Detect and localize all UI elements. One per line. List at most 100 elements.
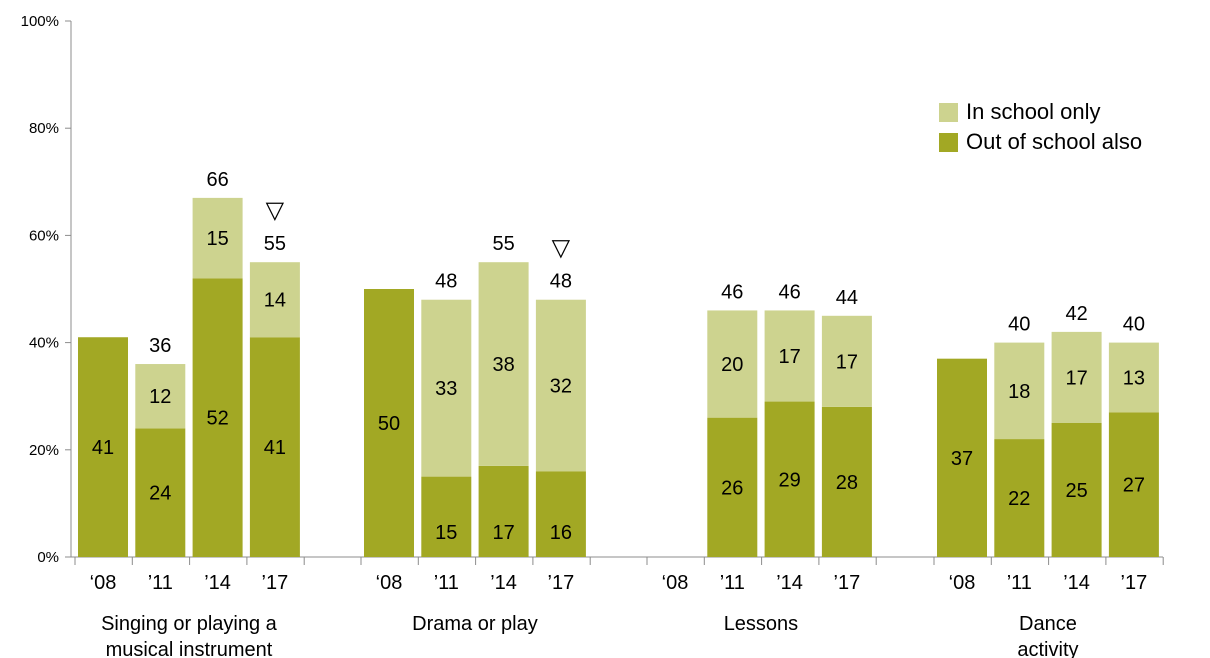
x-tick-label-year: ’14 xyxy=(1063,572,1090,594)
x-tick-label-year: ’11 xyxy=(434,572,459,594)
bar-in-school-only xyxy=(249,262,300,338)
data-label-in-school-only: 18 xyxy=(1008,381,1030,403)
x-tick-label-year: ’11 xyxy=(720,572,745,594)
data-label-out-of-school-also: 50 xyxy=(378,413,400,435)
significance-marker: ▽ xyxy=(266,197,285,224)
data-label-out-of-school-also: 25 xyxy=(1065,480,1087,502)
data-label-out-of-school-also: 26 xyxy=(721,477,743,499)
data-label-total: 40 xyxy=(1008,314,1030,336)
category-label: Singing or playing a xyxy=(101,613,278,635)
chart-legend: In school only Out of school also xyxy=(939,97,1142,157)
data-label-out-of-school-also: 29 xyxy=(778,469,800,491)
bar-out-of-school-also xyxy=(421,476,472,557)
legend-label-out-of-school-also: Out of school also xyxy=(966,129,1143,154)
data-label-out-of-school-also: 37 xyxy=(951,448,973,470)
data-label-out-of-school-also: 15 xyxy=(435,522,457,544)
bar-in-school-only xyxy=(535,299,586,472)
bar-out-of-school-also xyxy=(249,337,300,557)
data-label-total: 48 xyxy=(435,271,457,293)
y-tick-label: 20% xyxy=(29,442,59,459)
y-tick-label: 40% xyxy=(29,335,59,352)
data-label-in-school-only: 13 xyxy=(1123,367,1145,389)
y-tick-label: 80% xyxy=(29,120,59,137)
bar-in-school-only xyxy=(764,310,815,402)
data-label-total: 48 xyxy=(550,271,572,293)
x-tick-label-year: ’17 xyxy=(1121,572,1148,594)
data-label-out-of-school-also: 41 xyxy=(92,437,114,459)
data-label-in-school-only: 17 xyxy=(1065,367,1087,389)
bar-out-of-school-also xyxy=(937,358,987,557)
data-label-in-school-only: 14 xyxy=(264,290,286,312)
x-tick-label-year: ’17 xyxy=(548,572,575,594)
x-tick-label-year: ‘08 xyxy=(949,572,976,594)
x-tick-label-year: ’17 xyxy=(262,572,289,594)
data-label-in-school-only: 17 xyxy=(836,351,858,373)
category-label: Drama or play xyxy=(412,613,538,635)
data-label-in-school-only: 33 xyxy=(435,378,457,400)
bar-out-of-school-also xyxy=(764,401,815,557)
bar-in-school-only xyxy=(478,262,529,466)
data-label-total: 55 xyxy=(492,233,514,255)
data-label-out-of-school-also: 17 xyxy=(492,522,514,544)
category-label: musical instrument xyxy=(106,639,273,658)
bar-in-school-only xyxy=(1051,331,1102,423)
data-label-out-of-school-also: 27 xyxy=(1123,475,1145,497)
bar-out-of-school-also xyxy=(707,417,758,557)
bar-out-of-school-also xyxy=(364,289,414,557)
data-label-in-school-only: 12 xyxy=(149,386,171,408)
legend-item-out-of-school-also: Out of school also xyxy=(939,127,1142,157)
x-tick-label-year: ’14 xyxy=(776,572,803,594)
x-tick-label-year: ‘08 xyxy=(376,572,403,594)
bar-out-of-school-also xyxy=(78,337,128,557)
legend-label-in-school-only: In school only xyxy=(966,99,1101,124)
x-tick-label-year: ’17 xyxy=(834,572,861,594)
data-label-total: 44 xyxy=(836,287,858,309)
x-tick-label-year: ’11 xyxy=(148,572,173,594)
bar-in-school-only xyxy=(421,299,472,477)
bar-out-of-school-also xyxy=(192,278,243,557)
data-label-total: 46 xyxy=(778,281,800,303)
bar-out-of-school-also xyxy=(535,471,586,557)
significance-marker: ▽ xyxy=(552,235,571,262)
x-tick-label-year: ’11 xyxy=(1007,572,1032,594)
data-label-total: 42 xyxy=(1065,303,1087,325)
category-label: activity xyxy=(1017,639,1078,658)
bar-out-of-school-also xyxy=(994,439,1045,557)
x-tick-label-year: ‘08 xyxy=(90,572,117,594)
bar-in-school-only xyxy=(135,364,186,429)
x-tick-label-year: ’14 xyxy=(490,572,517,594)
data-label-total: 36 xyxy=(149,335,171,357)
x-tick-label-year: ’14 xyxy=(204,572,231,594)
y-tick-label: 60% xyxy=(29,227,59,244)
y-tick-label: 100% xyxy=(21,13,59,30)
legend-swatch-in-school-only xyxy=(939,102,958,122)
bar-out-of-school-also xyxy=(478,465,529,557)
bar-out-of-school-also xyxy=(135,428,186,557)
category-label: Lessons xyxy=(724,613,799,635)
bar-out-of-school-also xyxy=(821,406,872,557)
data-label-out-of-school-also: 52 xyxy=(206,408,228,430)
legend-swatch-out-of-school-also xyxy=(939,132,958,152)
data-label-total: 46 xyxy=(721,281,743,303)
legend-item-in-school-only: In school only xyxy=(939,97,1142,127)
category-label: Dance xyxy=(1019,613,1077,635)
data-label-in-school-only: 20 xyxy=(721,354,743,376)
bar-out-of-school-also xyxy=(1051,423,1102,557)
data-label-total: 40 xyxy=(1123,314,1145,336)
data-label-out-of-school-also: 28 xyxy=(836,472,858,494)
bar-in-school-only xyxy=(994,342,1045,440)
data-label-in-school-only: 15 xyxy=(206,228,228,250)
bar-in-school-only xyxy=(192,197,243,279)
y-tick-label: 0% xyxy=(37,549,59,566)
data-label-in-school-only: 17 xyxy=(778,346,800,368)
data-label-out-of-school-also: 16 xyxy=(550,522,572,544)
data-label-total: 55 xyxy=(264,233,286,255)
bar-in-school-only xyxy=(821,315,872,407)
bar-out-of-school-also xyxy=(1108,412,1159,557)
data-label-out-of-school-also: 22 xyxy=(1008,488,1030,510)
x-tick-label-year: ‘08 xyxy=(662,572,689,594)
data-label-out-of-school-also: 24 xyxy=(149,483,171,505)
bar-in-school-only xyxy=(707,310,758,418)
data-label-in-school-only: 38 xyxy=(492,354,514,376)
